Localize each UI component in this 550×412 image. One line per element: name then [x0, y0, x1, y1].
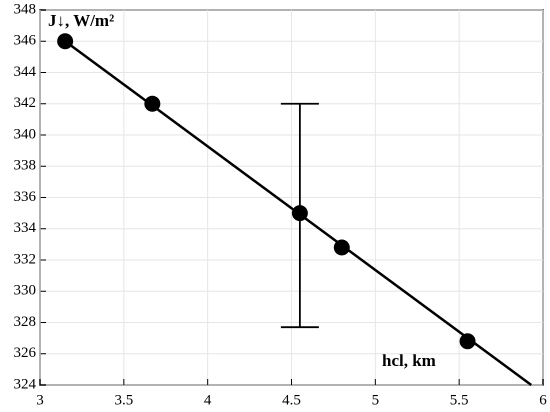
y-axis-label: J↓, W/m² — [48, 11, 114, 30]
x-tick-label: 6 — [539, 392, 547, 408]
y-tick-label: 334 — [14, 220, 37, 236]
y-tick-label: 336 — [14, 189, 37, 205]
x-axis-label: hcl, km — [382, 351, 436, 370]
data-point — [144, 95, 161, 112]
y-tick-label: 342 — [14, 95, 37, 111]
data-point — [459, 333, 476, 350]
x-tick-label: 3.5 — [114, 392, 133, 408]
y-tick-label: 340 — [14, 126, 37, 142]
y-tick-label: 324 — [14, 376, 37, 392]
data-point — [333, 239, 350, 256]
y-tick-label: 348 — [14, 1, 37, 17]
y-tick-label: 328 — [14, 314, 37, 330]
y-tick-label: 338 — [14, 158, 37, 174]
y-tick-label: 346 — [14, 33, 37, 49]
y-tick-label: 330 — [14, 283, 37, 299]
x-tick-label: 5 — [372, 392, 380, 408]
y-tick-label: 326 — [14, 345, 37, 361]
data-point — [57, 33, 74, 50]
x-tick-label: 3 — [36, 392, 44, 408]
x-tick-label: 5.5 — [450, 392, 469, 408]
y-tick-label: 332 — [14, 251, 37, 267]
y-tick-label: 344 — [14, 64, 37, 80]
x-tick-label: 4.5 — [282, 392, 301, 408]
x-tick-label: 4 — [204, 392, 212, 408]
